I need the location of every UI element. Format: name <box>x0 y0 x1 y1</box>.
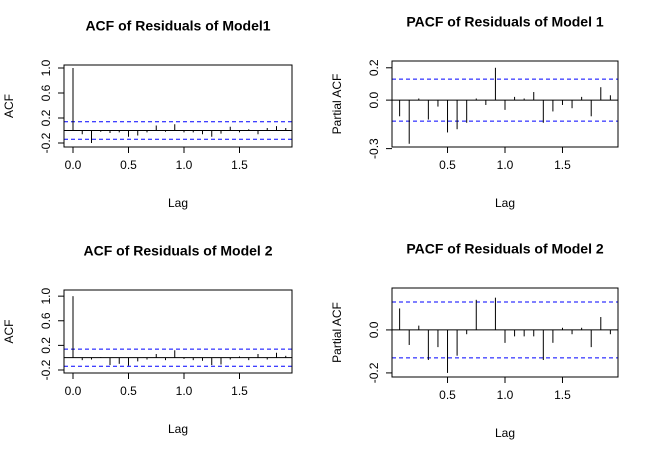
panel: ACF of Residuals of Model1 Lag ACF 0.0 0.5 1.… <box>2 18 293 210</box>
x-axis-label: Lag <box>495 426 515 440</box>
plot-frame <box>391 60 619 148</box>
y-axis-label: Partial ACF <box>330 302 344 363</box>
plot-frame <box>391 287 619 378</box>
panel: PACF of Residuals of Model 1 Lag Partial A… <box>330 14 619 210</box>
y-tick-label: -0.3 <box>367 138 381 159</box>
panel-title: ACF of Residuals of Model1 <box>85 18 270 34</box>
x-tick-label: 0.5 <box>439 388 456 402</box>
panel-title: ACF of Residuals of Model 2 <box>83 243 272 259</box>
x-tick-label: 0.0 <box>65 384 82 398</box>
plot-frame <box>63 289 293 374</box>
y-tick-label: 1.0 <box>39 59 53 76</box>
y-axis-label: Partial ACF <box>330 74 344 135</box>
x-tick-label: 1.0 <box>497 158 514 172</box>
panel: ACF of Residuals of Model 2 Lag ACF 0.0 0.5 1… <box>2 243 293 436</box>
x-tick-label: 1.0 <box>176 158 193 172</box>
y-tick-label: 0.6 <box>39 84 53 101</box>
x-tick-label: 1.5 <box>231 158 248 172</box>
y-tick-label: -0.2 <box>39 359 53 380</box>
y-tick-label: -0.2 <box>39 132 53 153</box>
x-tick-label: 1.5 <box>554 158 571 172</box>
y-tick-label: 0.6 <box>39 312 53 329</box>
x-tick-label: 0.5 <box>120 158 137 172</box>
y-tick-label: 0.0 <box>367 91 381 108</box>
y-axis-label: ACF <box>2 94 16 118</box>
panel-title: PACF of Residuals of Model 2 <box>406 241 604 257</box>
x-tick-label: 1.0 <box>176 384 193 398</box>
x-tick-label: 0.5 <box>439 158 456 172</box>
y-axis-label: ACF <box>2 320 16 344</box>
x-tick-label: 1.5 <box>554 388 571 402</box>
y-tick-label: 0.2 <box>39 109 53 126</box>
y-tick-label: -0.2 <box>367 362 381 383</box>
y-tick-label: 0.2 <box>367 59 381 76</box>
x-tick-label: 0.0 <box>65 158 82 172</box>
panel: PACF of Residuals of Model 2 Lag Partial A… <box>330 241 619 440</box>
x-tick-label: 0.5 <box>120 384 137 398</box>
x-tick-label: 1.5 <box>231 384 248 398</box>
x-axis-label: Lag <box>495 196 515 210</box>
plot-frame <box>63 64 293 148</box>
y-tick-label: 0.2 <box>39 337 53 354</box>
y-tick-label: 0.0 <box>367 321 381 338</box>
x-axis-label: Lag <box>168 196 188 210</box>
y-tick-label: 1.0 <box>39 287 53 304</box>
x-axis-label: Lag <box>168 422 188 436</box>
x-tick-label: 1.0 <box>497 388 514 402</box>
panel-title: PACF of Residuals of Model 1 <box>406 14 604 30</box>
